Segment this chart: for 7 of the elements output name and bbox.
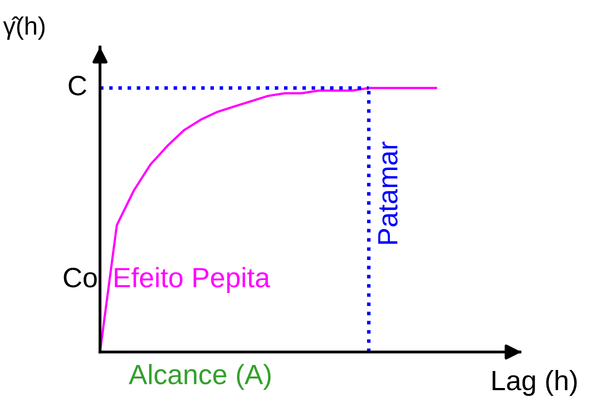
x-axis-title: Lag (h): [492, 370, 577, 396]
ref-line-label: C: [68, 76, 86, 96]
annotation: Co: [64, 268, 97, 288]
text: Alcance (A): [128, 364, 271, 390]
annotation: Patamar: [378, 142, 398, 244]
y-axis-title: γ̂(h): [3, 16, 45, 40]
annotation: Efeito Pepita: [114, 267, 270, 293]
